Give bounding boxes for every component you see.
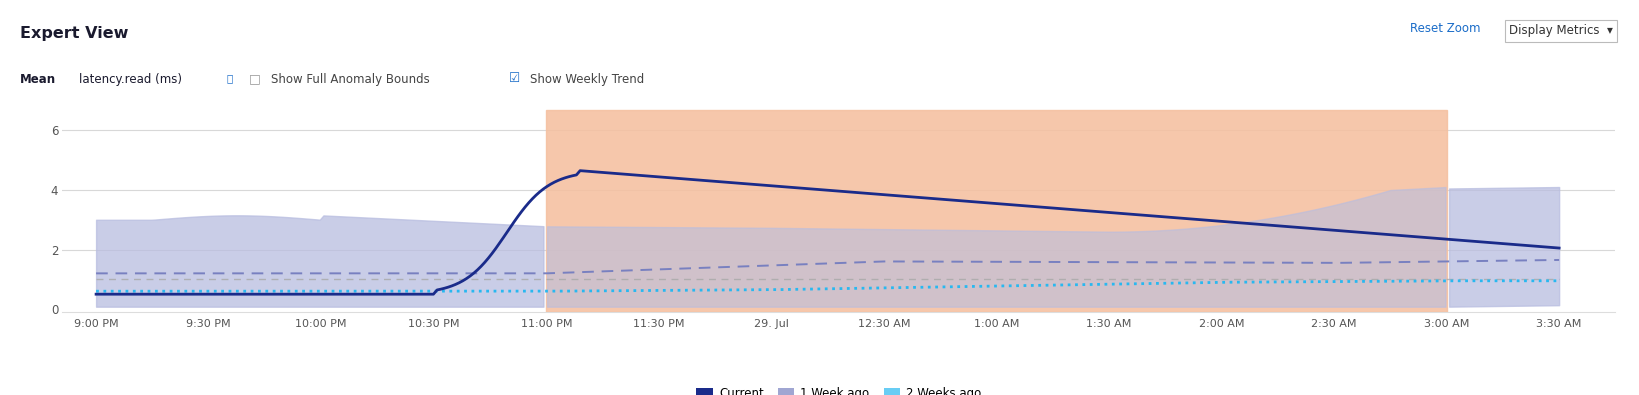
Text: Expert View: Expert View: [20, 26, 128, 41]
Text: ⓘ: ⓘ: [226, 73, 233, 83]
Text: Mean: Mean: [20, 73, 56, 86]
Legend: Current, 1 Week ago, 2 Weeks ago: Current, 1 Week ago, 2 Weeks ago: [692, 382, 985, 395]
Text: Reset Zoom: Reset Zoom: [1410, 22, 1480, 35]
Bar: [546, 110, 1446, 312]
Text: Show Full Anomaly Bounds: Show Full Anomaly Bounds: [270, 73, 429, 86]
Text: □: □: [249, 72, 261, 85]
Text: Display Metrics  ▾: Display Metrics ▾: [1508, 24, 1611, 38]
Text: Show Weekly Trend: Show Weekly Trend: [529, 73, 644, 86]
Text: latency.read (ms): latency.read (ms): [79, 73, 182, 86]
Text: ☑: ☑: [508, 72, 520, 85]
